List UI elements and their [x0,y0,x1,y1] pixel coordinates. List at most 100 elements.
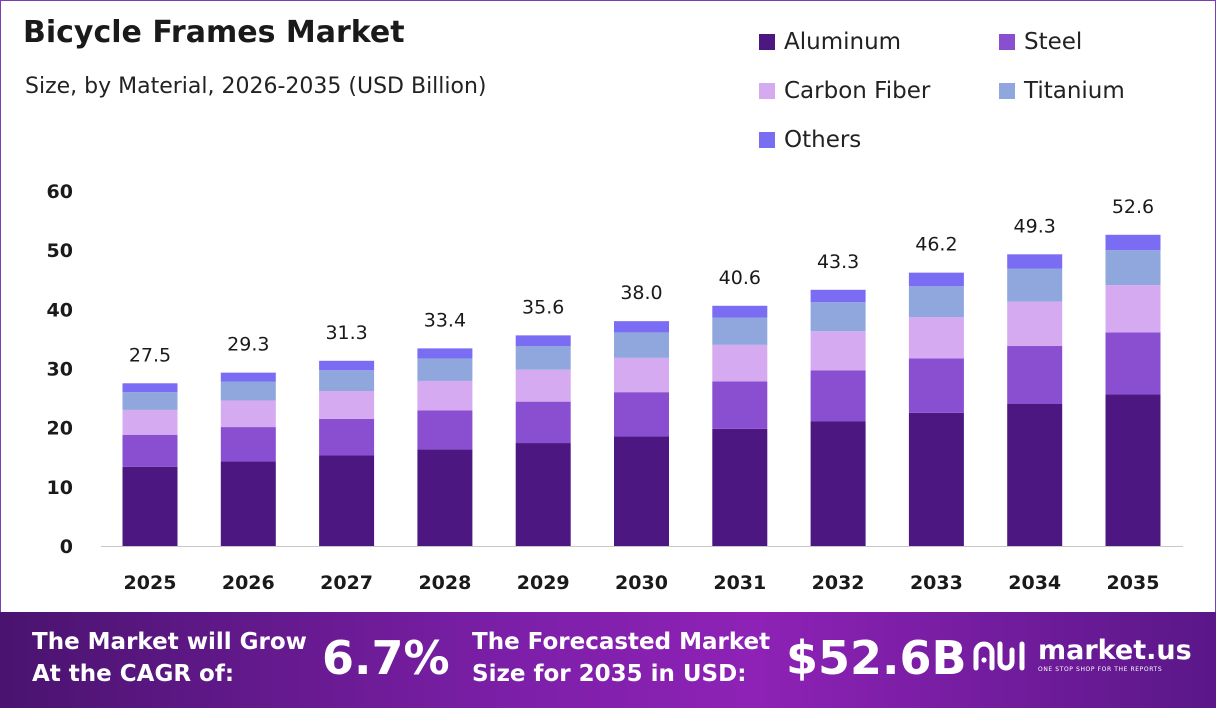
bar-segment-2035-carbon-fiber [1105,285,1161,333]
y-tick-label-60: 60 [47,181,73,203]
x-tick-label-2030: 2030 [615,572,668,594]
x-tick-label-2025: 2025 [124,572,177,594]
y-tick-label-30: 30 [47,359,73,381]
x-tick-label-2027: 2027 [320,572,373,594]
bar-segment-2034-aluminum [1007,404,1063,546]
bar-segment-2025-carbon-fiber [122,409,178,435]
legend-item-aluminum: Aluminum [759,27,901,57]
bar-segment-2032-steel [810,370,866,422]
bar-segment-2034-carbon-fiber [1007,301,1063,347]
bar-total-label-2034: 49.3 [1014,215,1056,237]
bar-total-label-2032: 43.3 [817,251,859,273]
forecast-caption: The Forecasted Market Size for 2035 in U… [472,626,770,690]
bar-segment-2026-aluminum [220,461,276,546]
cagr-caption-line1: The Market will Grow [32,629,307,655]
bar-segment-2033-carbon-fiber [908,317,964,359]
stacked-bar-chart: 010203040506027.5202529.3202631.3202733.… [47,181,1183,594]
bar-segment-2035-titanium [1105,250,1161,286]
bar-segment-2033-steel [908,358,964,413]
bar-segment-2027-carbon-fiber [319,390,375,419]
y-tick-label-50: 50 [47,240,73,262]
bar-segment-2029-aluminum [515,443,571,546]
bar-segment-2035-aluminum [1105,394,1161,546]
bar-segment-2025-aluminum [122,466,178,546]
bar-segment-2033-aluminum [908,412,964,546]
bar-total-label-2025: 27.5 [129,344,171,366]
bar-segment-2030-steel [614,392,669,437]
bar-segment-2031-carbon-fiber [712,344,768,382]
x-tick-label-2035: 2035 [1107,572,1160,594]
cagr-value: 6.7% [322,631,450,685]
bar-segment-2027-titanium [319,370,375,391]
cagr-caption: The Market will Grow At the CAGR of: [32,626,307,690]
bar-segment-2030-titanium [614,332,669,358]
chart-subtitle: Size, by Material, 2026-2035 (USD Billio… [25,74,487,99]
bar-total-label-2026: 29.3 [227,334,269,356]
bar-segment-2029-titanium [515,346,571,370]
bar-total-label-2029: 35.6 [522,296,564,318]
bar-segment-2031-steel [712,381,768,429]
market-us-logo-icon [973,641,1025,671]
legend-label-aluminum: Aluminum [784,29,902,55]
y-tick-label-10: 10 [47,477,73,499]
x-tick-label-2029: 2029 [517,572,570,594]
bar-segment-2025-others [122,383,178,393]
bar-segment-2028-titanium [417,358,473,381]
forecast-caption-line1: The Forecasted Market [472,629,771,655]
x-tick-label-2028: 2028 [418,572,471,594]
bar-segment-2028-steel [417,410,473,450]
bar-segment-2033-others [908,272,964,287]
legend-item-steel: Steel [999,27,1082,57]
brand-name: market.us [1038,635,1192,666]
bar-segment-2031-others [712,305,768,318]
y-tick-label-40: 40 [47,299,73,321]
bar-segment-2030-others [614,321,669,333]
bar-segment-2026-carbon-fiber [220,400,276,428]
bar-segment-2029-carbon-fiber [515,369,571,402]
x-tick-label-2034: 2034 [1008,572,1061,594]
x-tick-label-2026: 2026 [222,572,275,594]
x-tick-label-2031: 2031 [713,572,766,594]
bar-total-label-2031: 40.6 [719,267,761,289]
legend-swatch-titanium [999,83,1015,99]
bar-segment-2033-titanium [908,286,964,318]
legend-label-others: Others [784,127,862,153]
bar-segment-2032-aluminum [810,421,866,546]
legend-item-others: Others [759,125,861,155]
bar-segment-2034-steel [1007,346,1063,404]
bar-segment-2034-others [1007,254,1063,269]
bar-segment-2028-others [417,348,473,359]
brand-tagline: ONE STOP SHOP FOR THE REPORTS [1038,666,1163,673]
bar-segment-2032-carbon-fiber [810,331,866,371]
legend-item-carbon-fiber: Carbon Fiber [759,76,930,106]
x-tick-label-2033: 2033 [910,572,963,594]
y-tick-label-0: 0 [60,536,73,558]
forecast-size-value: $52.6B [786,631,967,685]
legend-label-steel: Steel [1024,29,1083,55]
cagr-caption-line2: At the CAGR of: [32,661,235,687]
brand-logo[interactable]: market.us ONE STOP SHOP FOR THE REPORTS [972,636,1192,674]
bar-total-label-2028: 33.4 [424,309,466,331]
bar-segment-2030-carbon-fiber [614,357,669,393]
legend-label-titanium: Titanium [1024,78,1125,104]
bar-segment-2032-titanium [810,302,866,332]
bar-segment-2027-steel [319,418,375,456]
legend-item-titanium: Titanium [999,76,1125,106]
bar-segment-2025-titanium [122,392,178,410]
summary-footer: The Market will Grow At the CAGR of: 6.7… [0,612,1216,708]
x-tick-label-2032: 2032 [812,572,865,594]
bar-segment-2026-steel [220,427,276,462]
y-tick-label-20: 20 [47,418,73,440]
bar-total-label-2035: 52.6 [1112,196,1154,218]
bar-segment-2035-steel [1105,332,1161,395]
bar-segment-2032-others [810,289,866,303]
bar-segment-2027-others [319,360,375,371]
bar-segment-2026-others [220,372,276,382]
legend-swatch-steel [999,34,1015,50]
bar-segment-2035-others [1105,234,1161,251]
legend-swatch-carbon-fiber [759,83,775,99]
bar-segment-2029-steel [515,401,571,444]
bar-segment-2030-aluminum [614,436,669,546]
legend-swatch-others [759,132,775,148]
